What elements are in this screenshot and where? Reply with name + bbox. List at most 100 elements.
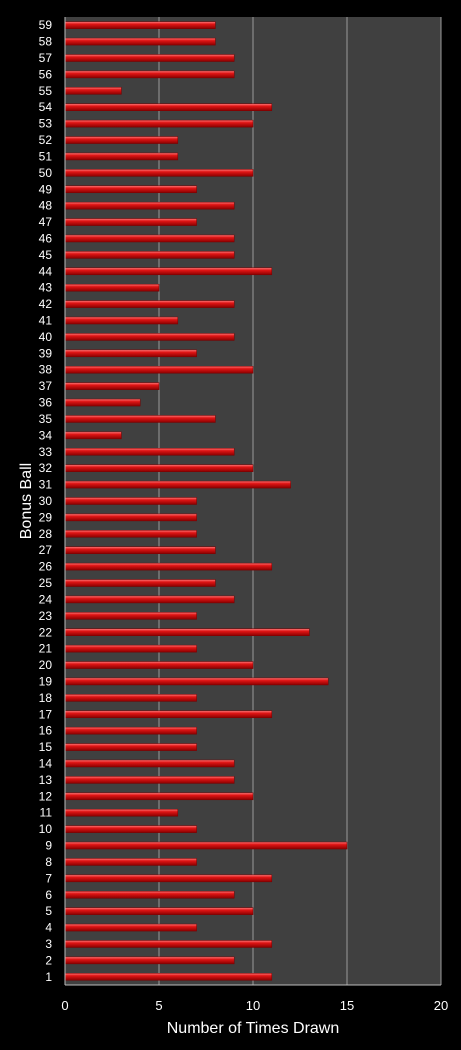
y-tick-label-7: 7 [45, 871, 52, 885]
bar-49 [64, 185, 197, 194]
y-tick-label-39: 39 [39, 346, 53, 360]
bar-1 [64, 973, 273, 981]
y-tick-label-26: 26 [39, 560, 53, 574]
y-tick-label-33: 33 [39, 445, 53, 459]
y-tick-label-49: 49 [39, 182, 53, 196]
bar-19 [64, 677, 329, 686]
y-tick-label-15: 15 [39, 740, 53, 754]
bar-14 [64, 759, 235, 768]
y-tick-label-44: 44 [39, 264, 53, 278]
bar-58 [64, 37, 216, 46]
y-tick-label-48: 48 [39, 199, 53, 213]
bar-40 [64, 333, 235, 341]
y-tick-label-13: 13 [39, 773, 53, 787]
bar-48 [64, 201, 235, 210]
bar-21 [64, 644, 197, 653]
x-axis-title: Number of Times Drawn [167, 1020, 340, 1037]
bars [64, 21, 348, 981]
bar-2 [64, 956, 235, 965]
y-tick-label-2: 2 [45, 953, 52, 967]
bar-34 [64, 431, 122, 440]
bar-38 [64, 365, 254, 374]
x-tick-label-20: 20 [434, 998, 448, 1013]
y-tick-label-14: 14 [39, 757, 53, 771]
y-tick-label-34: 34 [39, 428, 53, 442]
bar-35 [64, 415, 216, 423]
bar-57 [64, 54, 235, 62]
y-tick-label-57: 57 [39, 51, 53, 65]
bar-41 [64, 316, 179, 325]
bar-52 [64, 136, 179, 144]
bar-51 [64, 152, 179, 161]
bar-59 [64, 21, 216, 29]
y-tick-label-24: 24 [39, 592, 53, 606]
bar-27 [64, 546, 216, 554]
bar-42 [64, 300, 235, 308]
y-tick-labels: 1234567891011121314151617181920212223242… [39, 18, 53, 984]
y-tick-label-35: 35 [39, 412, 53, 426]
y-tick-label-21: 21 [39, 642, 53, 656]
y-axis-title: Bonus Ball [18, 463, 35, 540]
bar-12 [64, 792, 254, 801]
y-tick-label-27: 27 [39, 543, 53, 557]
x-tick-label-5: 5 [155, 998, 162, 1013]
bar-31 [64, 480, 291, 489]
y-tick-label-36: 36 [39, 396, 53, 410]
bar-13 [64, 776, 235, 784]
bar-17 [64, 710, 273, 719]
y-tick-label-54: 54 [39, 100, 53, 114]
x-tick-label-0: 0 [61, 998, 68, 1013]
y-tick-label-47: 47 [39, 215, 53, 229]
y-tick-label-29: 29 [39, 510, 53, 524]
y-tick-label-6: 6 [45, 888, 52, 902]
y-tick-label-1: 1 [45, 970, 52, 984]
x-tick-label-15: 15 [340, 998, 354, 1013]
bar-8 [64, 858, 197, 866]
y-tick-label-16: 16 [39, 724, 53, 738]
bar-20 [64, 661, 254, 669]
bar-30 [64, 497, 197, 505]
y-tick-label-10: 10 [39, 822, 53, 836]
bar-11 [64, 808, 179, 817]
y-tick-label-19: 19 [39, 674, 53, 688]
y-tick-label-38: 38 [39, 363, 53, 377]
bar-25 [64, 579, 216, 587]
y-tick-label-45: 45 [39, 248, 53, 262]
bar-56 [64, 70, 235, 79]
bar-24 [64, 595, 235, 604]
y-tick-label-12: 12 [39, 789, 53, 803]
y-tick-label-8: 8 [45, 855, 52, 869]
y-tick-label-3: 3 [45, 937, 52, 951]
y-tick-label-41: 41 [39, 314, 53, 328]
bar-33 [64, 448, 235, 456]
bar-15 [64, 743, 197, 751]
bar-28 [64, 530, 197, 538]
bar-45 [64, 251, 235, 259]
y-tick-label-42: 42 [39, 297, 53, 311]
y-tick-label-51: 51 [39, 149, 53, 163]
bar-7 [64, 874, 273, 883]
bar-54 [64, 103, 273, 111]
bar-50 [64, 169, 254, 177]
y-tick-label-11: 11 [40, 806, 53, 820]
y-tick-label-17: 17 [39, 707, 53, 721]
y-tick-label-5: 5 [45, 904, 52, 918]
y-tick-label-4: 4 [45, 921, 52, 935]
y-tick-label-50: 50 [39, 166, 53, 180]
bar-6 [64, 891, 235, 899]
y-tick-label-56: 56 [39, 67, 53, 81]
y-tick-label-55: 55 [39, 84, 53, 98]
y-tick-label-31: 31 [39, 478, 53, 492]
y-tick-label-40: 40 [39, 330, 53, 344]
y-tick-label-9: 9 [45, 839, 52, 853]
x-tick-labels: 0 5 10 15 20 [61, 998, 448, 1013]
bar-43 [64, 283, 160, 292]
bar-5 [64, 907, 254, 915]
y-tick-label-53: 53 [39, 117, 53, 131]
y-tick-label-22: 22 [39, 625, 53, 639]
bar-23 [64, 612, 197, 620]
y-tick-label-25: 25 [39, 576, 53, 590]
bar-55 [64, 87, 122, 95]
y-tick-label-37: 37 [39, 379, 53, 393]
y-tick-label-18: 18 [39, 691, 53, 705]
